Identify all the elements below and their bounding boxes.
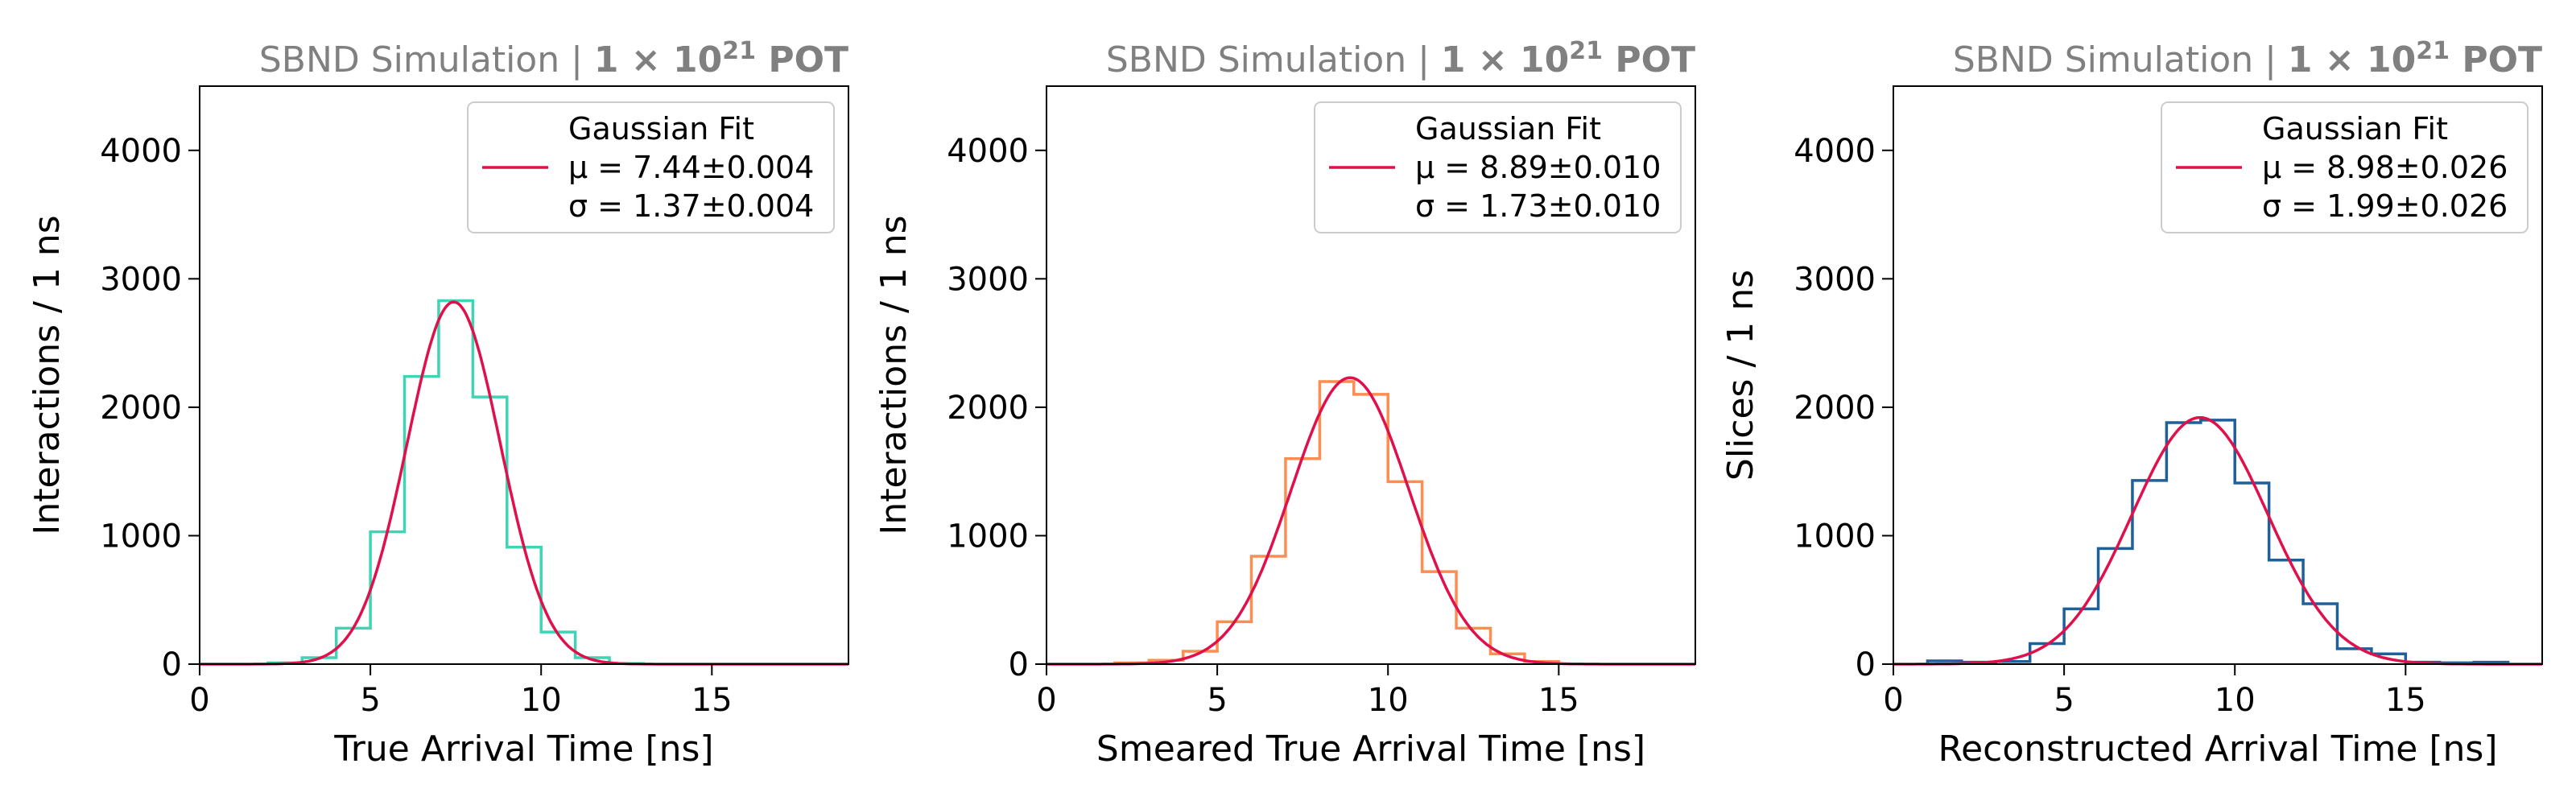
chart-panel-2: SBND Simulation | 1 × 1021 POT 0 5 10 15 0 100…: [873, 37, 1696, 770]
y-tick-label: 0: [1856, 646, 1876, 683]
x-tick-label: 5: [2054, 682, 2074, 719]
y-tick-label: 2000: [947, 390, 1029, 427]
axes-frame: [199, 85, 849, 665]
legend-sigma: σ = 1.99±0.026: [2262, 188, 2508, 224]
title-pot-base: 1 × 10: [1441, 39, 1569, 80]
title-pot-suffix: POT: [756, 39, 848, 80]
title-pot-suffix: POT: [2450, 39, 2542, 80]
chart-title: SBND Simulation | 1 × 1021 POT: [1953, 37, 2542, 80]
title-prefix: SBND Simulation |: [259, 39, 594, 80]
legend-title: Gaussian Fit: [568, 111, 754, 147]
legend-mu: μ = 7.44±0.004: [568, 150, 814, 185]
y-tick-label: 3000: [100, 261, 182, 298]
y-tick-label: 1000: [947, 518, 1029, 555]
gaussian-fit-curve: [1893, 415, 2542, 666]
title-pot-suffix: POT: [1603, 39, 1695, 80]
chart-panel-1: SBND Simulation | 1 × 1021 POT 0 5 10 15 0 100…: [27, 37, 849, 770]
x-axis-label: Smeared True Arrival Time [ns]: [1096, 729, 1645, 770]
chart-title: SBND Simulation | 1 × 1021 POT: [1106, 37, 1695, 80]
histogram-steps: [1926, 419, 2510, 665]
chart-panel-3: SBND Simulation | 1 × 1021 POT 0 5 10 15 0 100…: [1720, 37, 2543, 770]
x-tick-label: 0: [1883, 682, 1903, 719]
x-tick-label: 10: [521, 682, 562, 719]
chart-title: SBND Simulation | 1 × 1021 POT: [259, 37, 848, 80]
x-tick-label: 10: [1368, 682, 1409, 719]
y-tick-label: 4000: [100, 133, 182, 170]
y-tick-label: 1000: [1794, 518, 1876, 555]
axes-frame: [1893, 85, 2543, 665]
y-tick-label: 2000: [1794, 390, 1876, 427]
title-prefix: SBND Simulation |: [1106, 39, 1441, 80]
y-axis-label: Interactions / 1 ns: [873, 215, 914, 535]
x-tick-label: 10: [2215, 682, 2256, 719]
title-pot-exponent: 21: [2416, 37, 2450, 65]
y-tick-label: 4000: [947, 133, 1029, 170]
title-pot-base: 1 × 10: [594, 39, 722, 80]
y-tick-label: 3000: [1794, 261, 1876, 298]
x-tick-label: 0: [189, 682, 209, 719]
title-pot-exponent: 21: [722, 37, 756, 65]
x-axis-label: True Arrival Time [ns]: [333, 729, 713, 770]
legend-sigma: σ = 1.37±0.004: [568, 188, 814, 224]
y-tick-label: 0: [1009, 646, 1029, 683]
title-pot-base: 1 × 10: [2288, 39, 2416, 80]
legend-mu: μ = 8.98±0.026: [2262, 150, 2508, 185]
x-tick-label: 15: [2385, 682, 2426, 719]
gaussian-fit-curve: [1046, 376, 1695, 666]
title-pot-exponent: 21: [1569, 37, 1603, 65]
y-tick-label: 0: [162, 646, 182, 683]
x-tick-label: 5: [1207, 682, 1227, 719]
legend-sigma: σ = 1.73±0.010: [1415, 188, 1661, 224]
y-axis-label: Slices / 1 ns: [1720, 270, 1761, 481]
y-tick-label: 3000: [947, 261, 1029, 298]
histogram-steps: [266, 299, 646, 665]
y-tick-label: 4000: [1794, 133, 1876, 170]
x-axis-label: Reconstructed Arrival Time [ns]: [1938, 729, 2498, 770]
x-tick-label: 15: [1538, 682, 1579, 719]
legend-box: [467, 101, 835, 233]
histogram-steps: [1113, 380, 1561, 665]
x-tick-label: 5: [360, 682, 380, 719]
gaussian-fit-curve: [200, 300, 848, 666]
y-axis-label: Interactions / 1 ns: [27, 215, 68, 535]
axes-frame: [1046, 85, 1696, 665]
legend-mu: μ = 8.89±0.010: [1415, 150, 1661, 185]
x-tick-label: 15: [691, 682, 733, 719]
title-prefix: SBND Simulation |: [1953, 39, 2288, 80]
y-tick-label: 2000: [100, 390, 182, 427]
legend-box: [2161, 101, 2529, 233]
y-tick-label: 1000: [100, 518, 182, 555]
x-tick-label: 0: [1036, 682, 1056, 719]
legend-box: [1314, 101, 1682, 233]
legend-title: Gaussian Fit: [2262, 111, 2448, 147]
legend-title: Gaussian Fit: [1415, 111, 1601, 147]
